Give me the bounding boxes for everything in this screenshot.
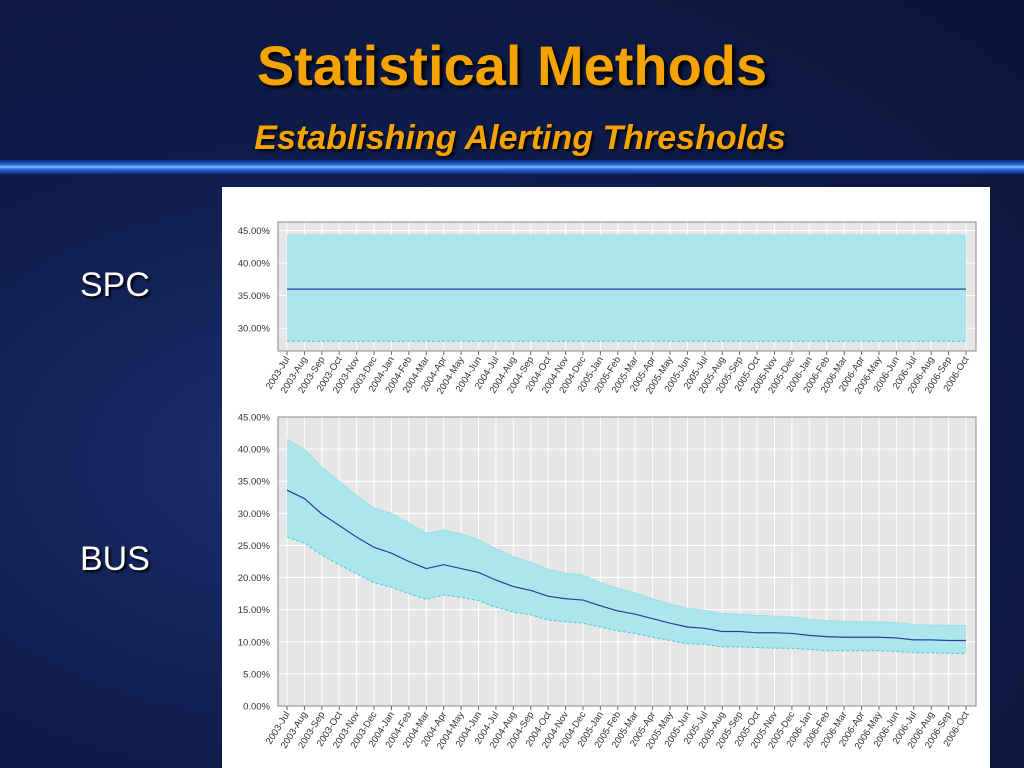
- y-tick-label: 5.00%: [243, 669, 270, 680]
- y-tick-label: 25.00%: [238, 541, 271, 552]
- y-tick-label: 30.00%: [238, 324, 271, 335]
- y-tick-label: 35.00%: [238, 291, 271, 302]
- y-tick-label: 0.00%: [243, 702, 270, 713]
- y-tick-label: 40.00%: [238, 259, 271, 270]
- title-divider: [0, 160, 1024, 174]
- chart-panel: 45.00% 40.00% 35.00% 30.00% 2003-Jul 2003-Aug…: [222, 187, 990, 768]
- y-tick-label: 45.00%: [238, 413, 271, 424]
- slide-title: Statistical Methods: [256, 34, 768, 97]
- center-line: [286, 489, 966, 642]
- y-tick-label: 10.00%: [238, 637, 271, 648]
- upper-threshold-line: [286, 439, 967, 627]
- plot-frame: [277, 416, 977, 707]
- plot-frame: [277, 221, 977, 352]
- bus-label: BUS: [80, 540, 150, 578]
- slide-subtitle: Establishing Alerting Thresholds: [254, 119, 786, 157]
- threshold-band: [287, 439, 966, 654]
- threshold-band: [287, 235, 966, 342]
- lower-threshold-line: [286, 536, 966, 654]
- y-tick-label: 45.00%: [238, 226, 271, 237]
- y-tick-label: 35.00%: [238, 477, 271, 488]
- spc-label: SPC: [80, 266, 150, 304]
- y-tick-label: 20.00%: [238, 573, 271, 584]
- charts-svg: 45.00%40.00%35.00%30.00%2003-Jul2003-Aug…: [238, 221, 977, 751]
- y-tick-label: 30.00%: [238, 509, 271, 520]
- y-tick-label: 15.00%: [238, 605, 271, 616]
- y-tick-label: 40.00%: [238, 445, 271, 456]
